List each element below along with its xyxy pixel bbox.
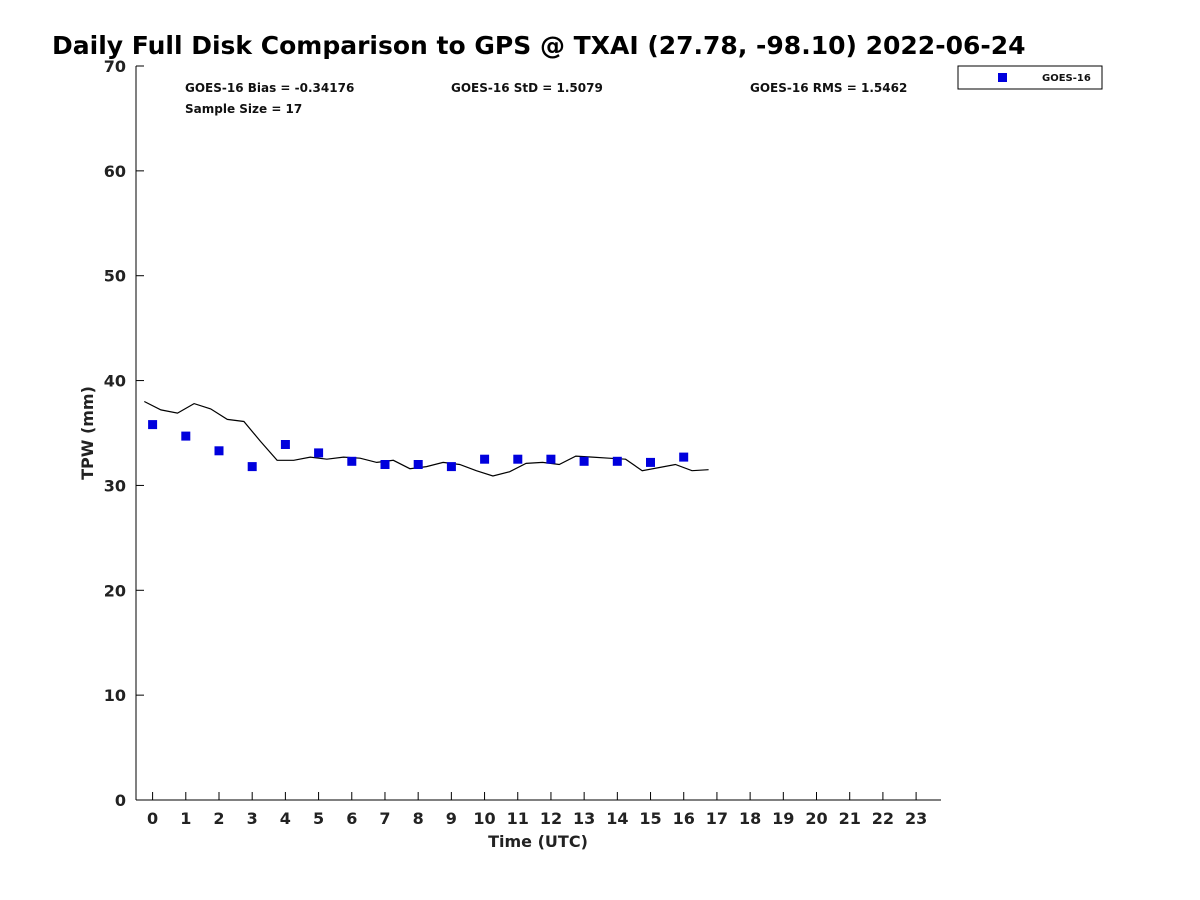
x-tick-label: 7 <box>379 809 390 828</box>
x-tick-label: 9 <box>446 809 457 828</box>
legend-label-goes16: GOES-16 <box>1042 73 1091 84</box>
goes16-point <box>679 452 689 462</box>
x-tick-label: 15 <box>639 809 661 828</box>
goes16-point <box>480 454 490 464</box>
x-tick-label: 22 <box>872 809 894 828</box>
legend-marker-goes16 <box>998 73 1007 82</box>
stat-rms: GOES-16 RMS = 1.5462 <box>750 81 907 95</box>
goes16-point <box>413 460 423 469</box>
goes16-point <box>579 456 589 466</box>
gps-line-series <box>144 400 709 477</box>
goes16-point <box>380 460 390 469</box>
y-tick-label: 30 <box>104 476 126 495</box>
x-tick-label: 20 <box>805 809 827 828</box>
stat-std: GOES-16 StD = 1.5079 <box>451 81 603 95</box>
x-tick-label: 12 <box>540 809 562 828</box>
x-tick-label: 5 <box>313 809 324 828</box>
y-ticks: 0 10 20 30 40 50 60 70 <box>104 57 144 810</box>
y-tick-label: 10 <box>104 686 126 705</box>
y-tick-label: 70 <box>104 57 126 76</box>
goes16-point <box>347 456 357 466</box>
y-tick-label: 20 <box>104 581 126 600</box>
goes16-point <box>546 454 556 464</box>
x-tick-label: 18 <box>739 809 761 828</box>
x-tick-label: 3 <box>247 809 258 828</box>
x-tick-label: 16 <box>673 809 695 828</box>
goes16-point <box>247 462 257 472</box>
x-tick-label: 4 <box>280 809 291 828</box>
goes16-point <box>513 454 523 464</box>
plot-axes <box>135 66 941 801</box>
y-tick-label: 60 <box>104 162 126 181</box>
x-tick-label: 10 <box>473 809 495 828</box>
x-tick-label: 21 <box>839 809 861 828</box>
goes16-point <box>612 456 622 466</box>
goes16-point <box>314 448 324 458</box>
legend-box <box>957 65 1103 90</box>
x-tick-label: 2 <box>213 809 224 828</box>
x-tick-label: 19 <box>772 809 794 828</box>
stat-bias: GOES-16 Bias = -0.34176 <box>185 81 354 95</box>
goes16-points-series <box>148 420 689 472</box>
stat-sample-size: Sample Size = 17 <box>185 102 302 116</box>
x-tick-label: 13 <box>573 809 595 828</box>
goes16-point <box>646 457 655 467</box>
chart-title: Daily Full Disk Comparison to GPS @ TXAI… <box>52 31 1026 60</box>
x-tick-label: 23 <box>905 809 927 828</box>
goes16-point <box>214 446 224 456</box>
stats-block: GOES-16 Bias = -0.34176 GOES-16 StD = 1.… <box>185 81 907 116</box>
y-axis-label: TPW (mm) <box>78 386 97 480</box>
y-tick-label: 40 <box>104 372 126 391</box>
x-tick-label: 14 <box>606 809 628 828</box>
legend: GOES-16 <box>957 65 1103 90</box>
x-tick-label: 6 <box>346 809 357 828</box>
x-tick-label: 1 <box>180 809 191 828</box>
goes16-point <box>181 431 191 441</box>
goes16-point <box>446 462 456 472</box>
x-tick-label: 17 <box>706 809 728 828</box>
y-tick-label: 50 <box>104 267 126 286</box>
x-tick-label: 11 <box>507 809 529 828</box>
x-axis-label: Time (UTC) <box>488 832 588 851</box>
gps-line <box>144 400 709 477</box>
y-tick-label: 0 <box>115 791 126 810</box>
x-ticks: 0 1 2 3 4 5 6 7 8 9 10 11 12 13 14 15 16 17 18 19 20 21 22 23 <box>147 792 927 828</box>
goes16-point <box>148 420 158 430</box>
x-tick-label: 0 <box>147 809 158 828</box>
goes16-point <box>280 440 290 449</box>
x-tick-label: 8 <box>413 809 424 828</box>
